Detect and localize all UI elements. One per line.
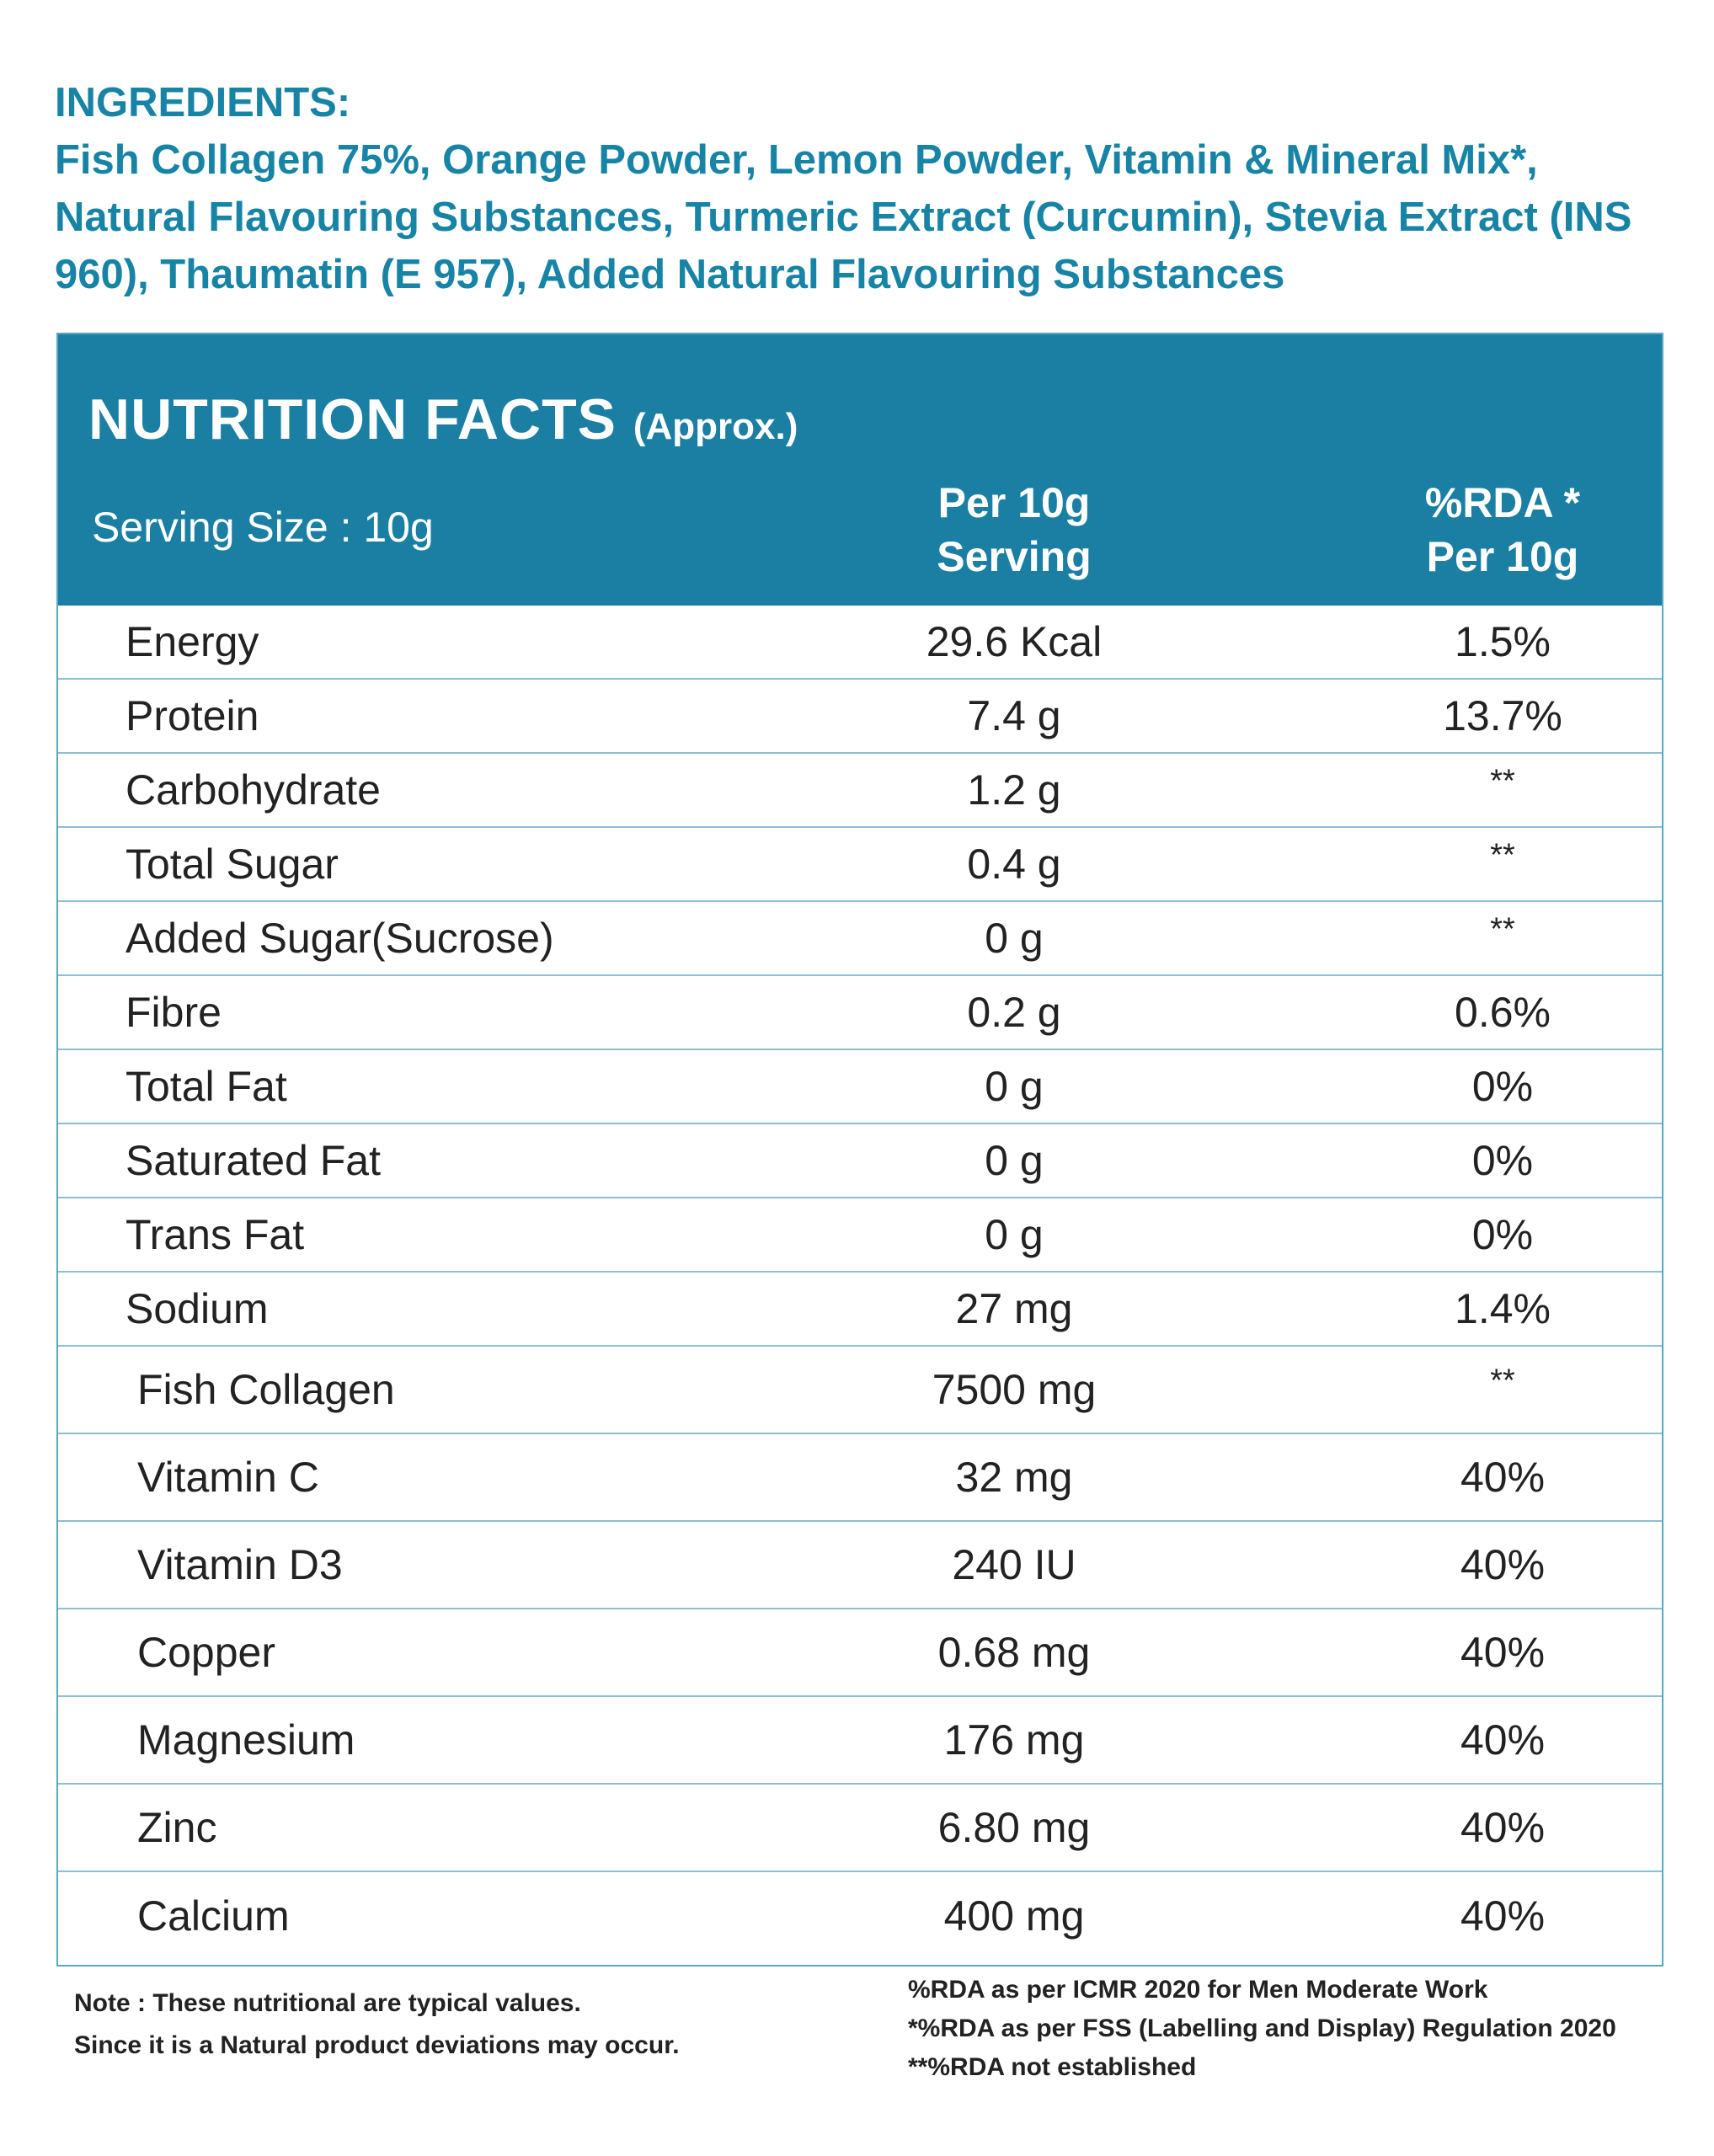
nutrient-value: 0.68 mg bbox=[937, 1629, 1091, 1676]
column-header-per-line2: Serving bbox=[937, 533, 1092, 580]
nutrient-rda: ** bbox=[1490, 911, 1515, 947]
nutrient-name: Vitamin D3 bbox=[137, 1541, 343, 1588]
nutrient-value: 7500 mg bbox=[932, 1366, 1097, 1413]
nutrient-name: Sodium bbox=[125, 1285, 269, 1332]
nutrition-title-text: NUTRITION FACTS bbox=[88, 387, 617, 451]
nutrient-name: Total Fat bbox=[125, 1063, 287, 1110]
nutrient-name: Copper bbox=[137, 1629, 275, 1676]
nutrient-name: Fibre bbox=[125, 989, 222, 1036]
nutrient-value: 240 IU bbox=[952, 1541, 1076, 1588]
column-header-rda-line1: %RDA * bbox=[1424, 479, 1581, 526]
table-row: Fibre 0.2 g 0.6% bbox=[58, 976, 1662, 1050]
nutrient-rda: 0.6% bbox=[1455, 989, 1551, 1036]
table-row: Total Sugar 0.4 g ** bbox=[58, 828, 1662, 902]
nutrition-table-header: NUTRITION FACTS (Approx.) Serving Size :… bbox=[58, 334, 1662, 606]
nutrient-value: 27 mg bbox=[955, 1285, 1073, 1332]
nutrient-rda: 0% bbox=[1471, 1211, 1534, 1258]
table-row: Fish Collagen 7500 mg ** bbox=[58, 1347, 1662, 1434]
column-header-per-line1: Per 10g bbox=[937, 479, 1091, 526]
nutrition-facts-table: NUTRITION FACTS (Approx.) Serving Size :… bbox=[56, 333, 1663, 1967]
nutrient-name: Saturated Fat bbox=[125, 1137, 381, 1184]
rda-footnotes: %RDA as per ICMR 2020 for Men Moderate W… bbox=[908, 1971, 1616, 2087]
nutrient-name: Carbohydrate bbox=[125, 766, 381, 814]
table-row: Saturated Fat 0 g 0% bbox=[58, 1124, 1662, 1198]
nutrient-name: Vitamin C bbox=[137, 1454, 319, 1501]
nutrient-rda: 0% bbox=[1471, 1137, 1534, 1184]
column-header-rda: %RDA * Per 10g bbox=[1326, 476, 1679, 584]
rda-footnote: %RDA as per ICMR 2020 for Men Moderate W… bbox=[908, 1976, 1488, 2004]
nutrient-rda: 40% bbox=[1460, 1804, 1546, 1851]
nutrient-name: Fish Collagen bbox=[137, 1366, 395, 1413]
nutrient-rda: 40% bbox=[1460, 1716, 1546, 1764]
note-line: Since it is a Natural product deviations… bbox=[74, 2031, 680, 2059]
table-row: Added Sugar(Sucrose) 0 g ** bbox=[58, 902, 1662, 976]
table-row: Copper 0.68 mg 40% bbox=[58, 1609, 1662, 1697]
table-row: Vitamin D3 240 IU 40% bbox=[58, 1522, 1662, 1609]
nutrient-rda: 0% bbox=[1471, 1063, 1534, 1110]
note-line: Note : These nutritional are typical val… bbox=[74, 1989, 581, 2017]
nutrient-value: 176 mg bbox=[943, 1716, 1085, 1764]
rda-footnote: **%RDA not established bbox=[908, 2053, 1197, 2081]
nutrient-name: Added Sugar(Sucrose) bbox=[125, 915, 554, 962]
table-row: Energy 29.6 Kcal 1.5% bbox=[58, 606, 1662, 680]
nutrient-name: Total Sugar bbox=[125, 841, 339, 888]
column-header-rda-line2: Per 10g bbox=[1426, 533, 1579, 580]
nutrient-name: Trans Fat bbox=[125, 1211, 305, 1258]
table-row: Sodium 27 mg 1.4% bbox=[58, 1273, 1662, 1347]
nutrition-title-suffix: (Approx.) bbox=[633, 406, 798, 447]
table-row: Trans Fat 0 g 0% bbox=[58, 1198, 1662, 1273]
nutrient-rda: 1.5% bbox=[1455, 618, 1551, 665]
table-row: Zinc 6.80 mg 40% bbox=[58, 1785, 1662, 1872]
disclaimer-note: Note : These nutritional are typical val… bbox=[74, 1983, 680, 2067]
nutrient-rda: 1.4% bbox=[1455, 1285, 1551, 1332]
nutrient-rda: ** bbox=[1490, 837, 1515, 873]
nutrient-value: 32 mg bbox=[955, 1454, 1073, 1501]
table-row: Total Fat 0 g 0% bbox=[58, 1050, 1662, 1124]
nutrient-name: Energy bbox=[125, 618, 259, 665]
nutrient-value: 0 g bbox=[985, 1063, 1044, 1110]
nutrient-value: 1.2 g bbox=[967, 766, 1061, 814]
nutrient-name: Protein bbox=[125, 692, 259, 739]
nutrient-value: 0 g bbox=[985, 915, 1044, 962]
nutrient-name: Zinc bbox=[137, 1804, 217, 1851]
table-row: Protein 7.4 g 13.7% bbox=[58, 680, 1662, 754]
ingredients-list: Fish Collagen 75%, Orange Powder, Lemon … bbox=[55, 137, 1632, 297]
table-row: Calcium 400 mg 40% bbox=[58, 1872, 1662, 1960]
nutrient-value: 400 mg bbox=[943, 1892, 1085, 1940]
nutrient-value: 29.6 Kcal bbox=[926, 618, 1103, 665]
nutrient-rda: 40% bbox=[1460, 1629, 1546, 1676]
table-row: Carbohydrate 1.2 g ** bbox=[58, 754, 1662, 828]
nutrient-value: 0.2 g bbox=[967, 989, 1061, 1036]
nutrient-value: 0.4 g bbox=[967, 841, 1061, 888]
serving-size: Serving Size : 10g bbox=[92, 504, 434, 551]
ingredients-heading: INGREDIENTS: bbox=[55, 80, 351, 125]
nutrition-rows: Energy 29.6 Kcal 1.5% Protein 7.4 g 13.7% Ca… bbox=[58, 606, 1662, 1960]
rda-footnote: *%RDA as per FSS (Labelling and Display)… bbox=[908, 2015, 1616, 2042]
nutrient-rda: 40% bbox=[1460, 1454, 1546, 1501]
ingredients-section: INGREDIENTS: Fish Collagen 75%, Orange P… bbox=[55, 74, 1680, 303]
nutrient-name: Calcium bbox=[137, 1892, 290, 1940]
nutrition-title: NUTRITION FACTS (Approx.) bbox=[88, 387, 798, 452]
nutrient-name: Magnesium bbox=[137, 1716, 355, 1764]
nutrient-rda: 13.7% bbox=[1443, 692, 1562, 739]
nutrient-value: 0 g bbox=[985, 1137, 1044, 1184]
nutrient-value: 7.4 g bbox=[967, 692, 1061, 739]
nutrient-rda: ** bbox=[1490, 763, 1515, 799]
column-header-per-serving: Per 10g Serving bbox=[837, 476, 1191, 584]
nutrient-rda: ** bbox=[1490, 1363, 1515, 1399]
table-row: Vitamin C 32 mg 40% bbox=[58, 1434, 1662, 1522]
nutrient-rda: 40% bbox=[1460, 1892, 1546, 1940]
nutrient-rda: 40% bbox=[1460, 1541, 1546, 1588]
nutrient-value: 0 g bbox=[985, 1211, 1044, 1258]
table-row: Magnesium 176 mg 40% bbox=[58, 1697, 1662, 1785]
nutrient-value: 6.80 mg bbox=[937, 1804, 1091, 1851]
